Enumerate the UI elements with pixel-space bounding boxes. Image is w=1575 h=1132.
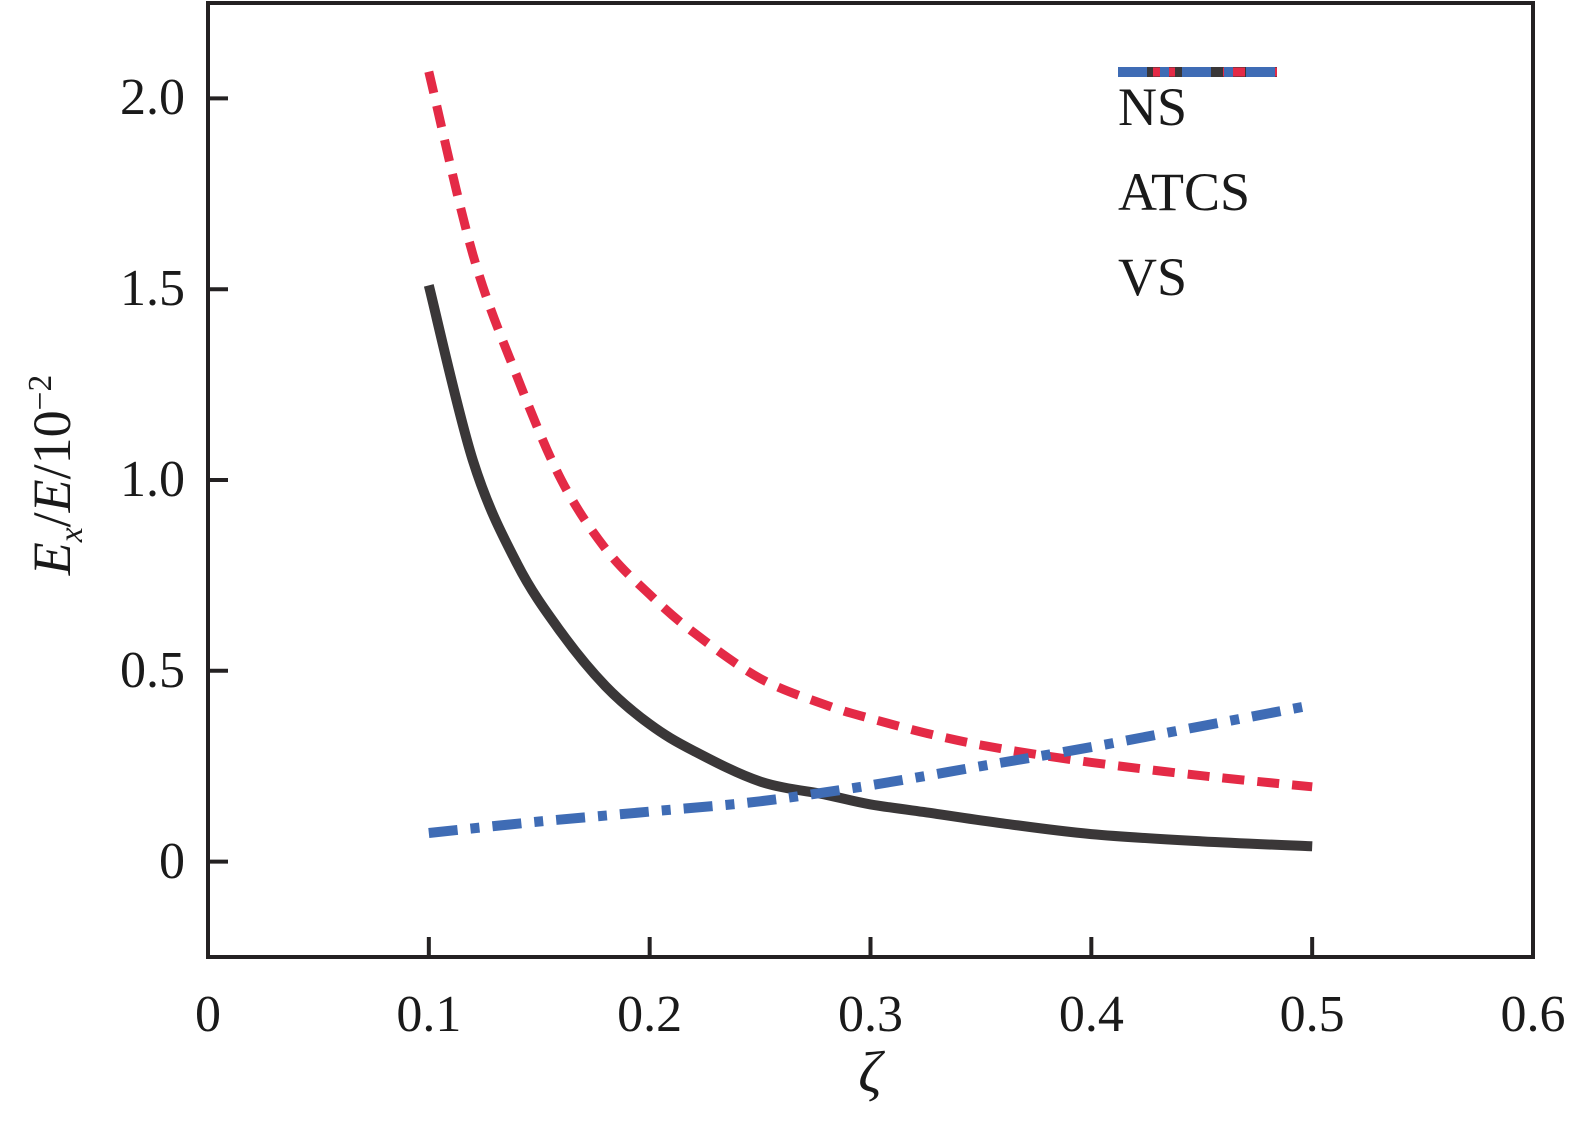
vs-curve bbox=[428, 700, 1314, 838]
legend-label-ns: NS bbox=[1118, 76, 1188, 137]
y-tick-label: 0 bbox=[159, 832, 185, 890]
x-axis-label: ζ bbox=[858, 1039, 882, 1105]
axis-ticks bbox=[210, 96, 1315, 955]
legend: NS ATCS VS bbox=[1118, 64, 1277, 319]
legend-item-atcs: ATCS bbox=[1118, 67, 1277, 234]
ns-curve bbox=[423, 284, 1313, 852]
x-tick-label: 0.3 bbox=[838, 986, 903, 1043]
x-tick-label: 0.2 bbox=[617, 986, 683, 1043]
legend-line-sample bbox=[1118, 67, 1277, 77]
plot-frame bbox=[206, 1, 1535, 959]
x-tick-label: 0.1 bbox=[396, 986, 462, 1043]
x-tick-label: 0.4 bbox=[1058, 986, 1124, 1043]
x-tick-label: 0 bbox=[195, 986, 221, 1043]
x-tick-label: 0.5 bbox=[1279, 986, 1345, 1043]
y-tick-label: 1.0 bbox=[120, 451, 185, 508]
x-tick-label: 0.6 bbox=[1500, 986, 1566, 1043]
legend-label-vs: VS bbox=[1118, 246, 1188, 307]
legend-item-vs: VS bbox=[1118, 67, 1277, 319]
curves-group bbox=[423, 70, 1314, 852]
y-axis-label: Ex/E/10−2 bbox=[22, 374, 90, 576]
y-tick-label: 0.5 bbox=[120, 641, 185, 699]
legend-label-atcs: ATCS bbox=[1118, 161, 1251, 222]
y-tick-label: 2.0 bbox=[120, 69, 185, 127]
y-tick-label: 1.5 bbox=[120, 260, 185, 318]
atcs-curve bbox=[424, 70, 1313, 792]
